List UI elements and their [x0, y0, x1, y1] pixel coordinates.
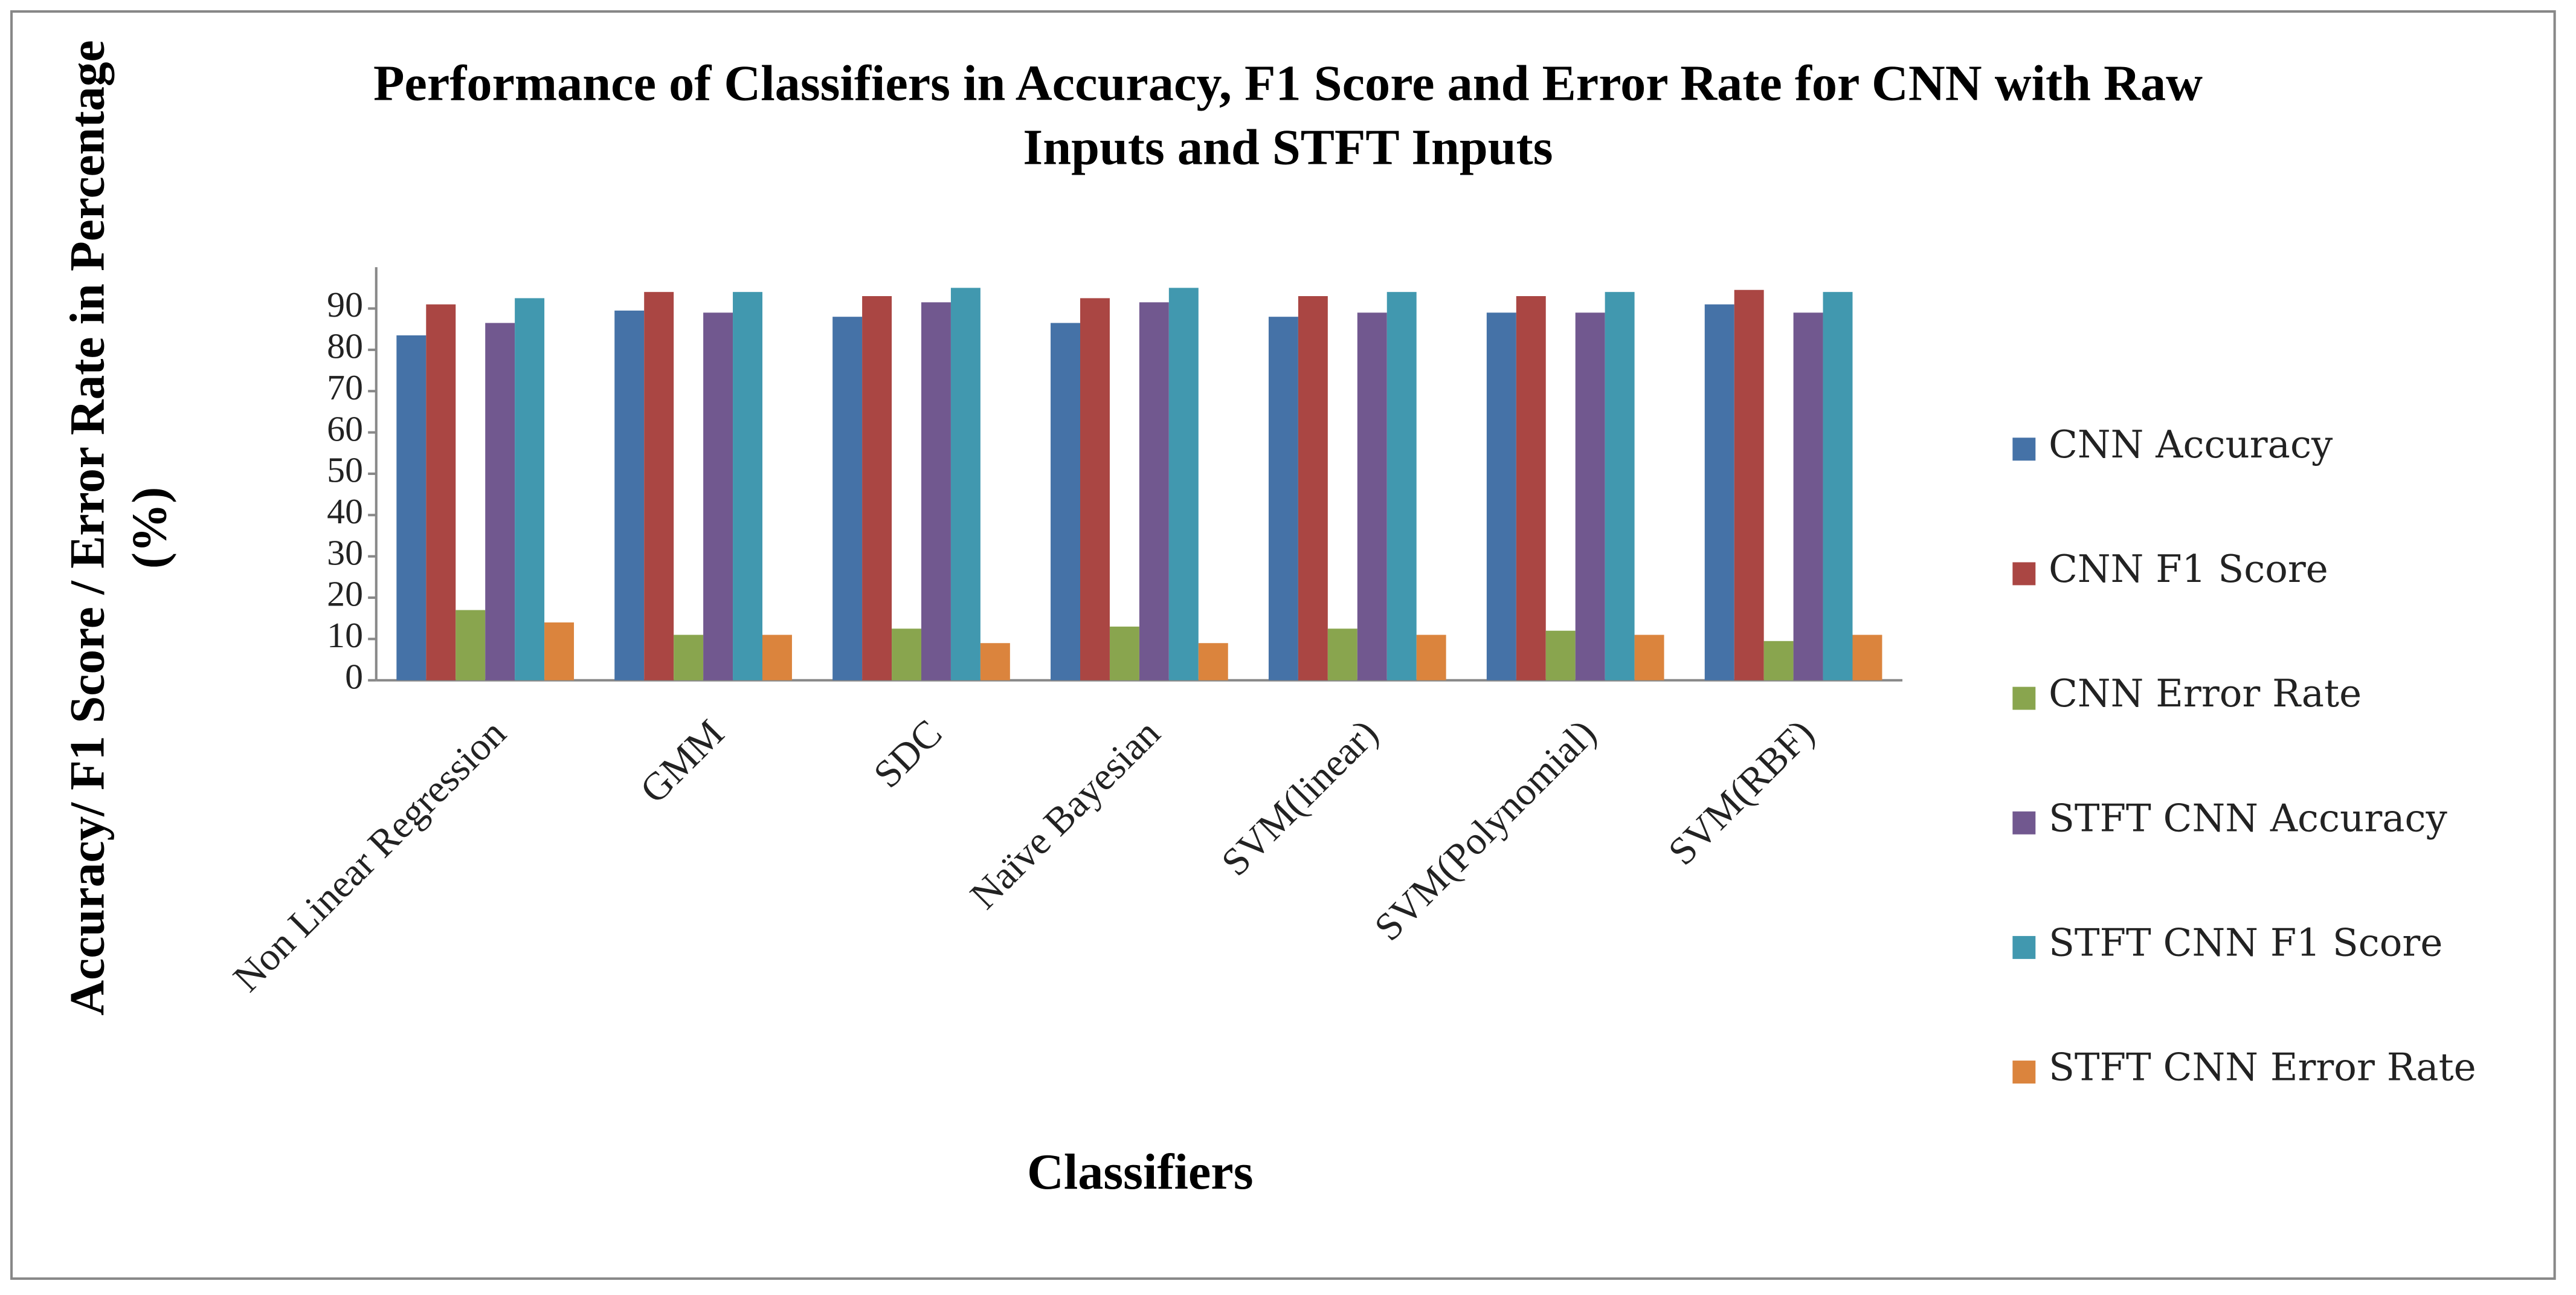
bar: [426, 304, 456, 680]
legend-swatch: [2012, 686, 2036, 710]
legend-item: CNN F1 Score: [2012, 543, 2538, 667]
bar: [1327, 628, 1357, 680]
bar: [1139, 302, 1169, 680]
legend-label: STFT CNN Error Rate: [2049, 1047, 2476, 1090]
bar: [1734, 289, 1764, 680]
legend-swatch: [2012, 1061, 2036, 1084]
bar: [1109, 626, 1139, 680]
y-tick-label: 30: [327, 532, 363, 572]
legend-swatch: [2012, 935, 2036, 959]
bar: [674, 635, 704, 680]
legend-label: CNN Error Rate: [2049, 673, 2362, 717]
legend-item: STFT CNN F1 Score: [2012, 916, 2538, 1041]
legend-label: STFT CNN F1 Score: [2049, 923, 2443, 966]
title-box: Performance of Classifiers in Accuracy, …: [373, 54, 2203, 175]
bar: [644, 292, 674, 680]
bar: [456, 610, 486, 680]
x-axis-label: Classifiers: [1027, 1144, 1254, 1200]
y-axis-label: Accuracy/ F1 Score / Error Rate in Perce…: [60, 40, 177, 1016]
legend-item: STFT CNN Error Rate: [2012, 1041, 2538, 1166]
y-tick-label: 60: [327, 409, 363, 448]
bar: [1051, 323, 1080, 680]
y-tick-label: 20: [327, 574, 363, 614]
bar: [396, 335, 427, 680]
legend-label: STFT CNN Accuracy: [2049, 798, 2447, 841]
bar: [544, 622, 575, 680]
bar: [1198, 643, 1228, 680]
bar: [832, 317, 863, 680]
legend-item: STFT CNN Accuracy: [2012, 792, 2538, 916]
bar: [1545, 630, 1576, 680]
bar: [1852, 635, 1882, 680]
legend-swatch: [2012, 562, 2036, 586]
legend-box: CNN Accuracy CNN F1 Score CNN Error Rate ST…: [2012, 418, 2538, 1166]
bar: [1168, 288, 1199, 680]
bar: [1704, 304, 1734, 680]
y-tick-label: 90: [327, 285, 363, 325]
y-tick-label: 0: [345, 657, 363, 697]
bar: [1357, 312, 1387, 680]
bar: [703, 312, 733, 680]
legend-swatch: [2012, 811, 2036, 835]
bar: [1298, 296, 1328, 680]
y-tick-label: 40: [327, 491, 363, 531]
bar: [1575, 312, 1605, 680]
chart-title: Performance of Classifiers in Accuracy, …: [373, 54, 2203, 175]
bar: [1416, 635, 1446, 680]
bar: [1605, 292, 1635, 680]
bar: [733, 292, 762, 680]
bar: [1793, 312, 1823, 680]
bar: [1080, 298, 1110, 680]
bar: [1268, 317, 1298, 680]
y-tick-label: 80: [327, 326, 363, 366]
legend-label: CNN Accuracy: [2049, 424, 2333, 468]
bar: [1823, 292, 1853, 680]
bar: [1386, 292, 1417, 680]
legend-item: CNN Accuracy: [2012, 418, 2538, 543]
bar: [485, 323, 515, 680]
y-tick-label: 50: [327, 450, 363, 490]
bar: [862, 296, 892, 680]
legend-item: CNN Error Rate: [2012, 667, 2538, 792]
bar: [1763, 641, 1794, 680]
y-tick-label: 10: [327, 615, 363, 655]
bar: [1516, 296, 1546, 680]
bar: [1486, 312, 1516, 680]
bar: [515, 298, 545, 680]
bar: [762, 635, 792, 680]
legend-swatch: [2012, 438, 2036, 461]
bar: [1634, 635, 1664, 680]
bar: [921, 302, 951, 680]
bar: [892, 628, 921, 680]
y-label-box: Accuracy/ F1 Score / Error Rate in Perce…: [60, 40, 177, 1016]
y-tick-label: 70: [327, 367, 363, 407]
legend-label: CNN F1 Score: [2049, 549, 2328, 592]
bar: [950, 288, 980, 680]
bar: [614, 310, 645, 680]
bar: [980, 643, 1010, 680]
legend: CNN Accuracy CNN F1 Score CNN Error Rate ST…: [2012, 418, 2538, 1166]
